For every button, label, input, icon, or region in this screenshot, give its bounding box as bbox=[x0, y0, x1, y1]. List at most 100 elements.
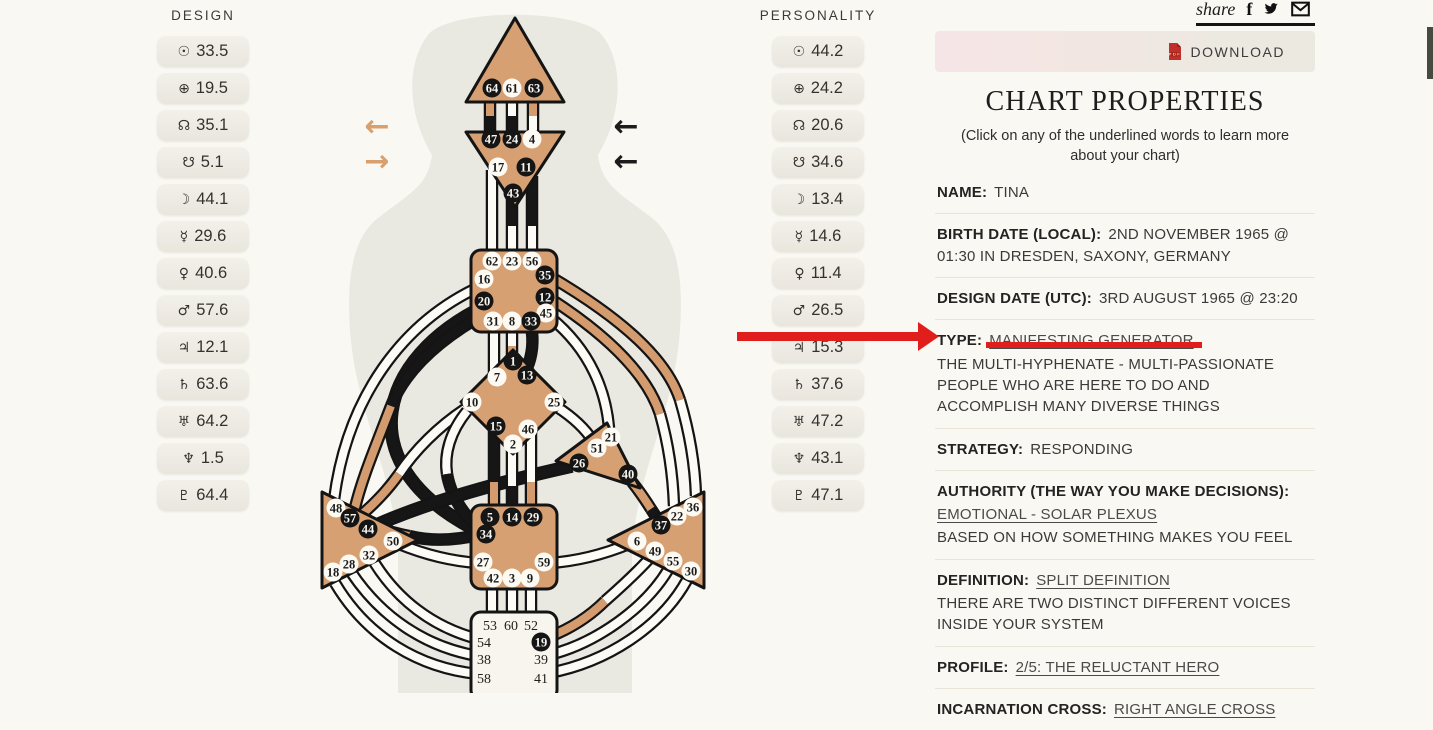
gate-number: 36 bbox=[687, 501, 700, 515]
design-gate-pill-earth[interactable]: ⊕ 19.5 bbox=[157, 73, 249, 104]
gate-circle-open[interactable] bbox=[473, 552, 493, 572]
mercury-icon: ☿ bbox=[794, 228, 804, 245]
gate-circle-open[interactable] bbox=[534, 552, 554, 572]
gate-circle-open[interactable] bbox=[483, 568, 503, 588]
design-gate-pill-mercury[interactable]: ☿ 29.6 bbox=[157, 221, 249, 252]
gate-circle-active[interactable] bbox=[503, 351, 523, 371]
property-link[interactable]: 2/5: THE RELUCTANT HERO bbox=[1015, 658, 1220, 676]
gate-circle-open[interactable] bbox=[518, 419, 538, 439]
jupiter-icon: ♃ bbox=[177, 339, 191, 356]
gate-circle-open[interactable] bbox=[326, 498, 346, 518]
property-link[interactable]: RIGHT ANGLE CROSS bbox=[1113, 700, 1276, 718]
personality-gate-pill-earth[interactable]: ⊕ 24.2 bbox=[772, 73, 864, 104]
design-gate-pill-mars[interactable]: ♂ 57.6 bbox=[157, 295, 249, 326]
gate-circle-open[interactable] bbox=[645, 541, 665, 561]
gate-circle-open[interactable] bbox=[502, 78, 522, 98]
design-gate-pill-south-node[interactable]: ☋ 5.1 bbox=[157, 147, 249, 178]
throat-center[interactable] bbox=[469, 248, 559, 334]
gate-circle-open[interactable] bbox=[544, 392, 564, 412]
design-gate-pill-pluto[interactable]: ♇ 64.4 bbox=[157, 480, 249, 511]
gate-circle-open[interactable] bbox=[502, 568, 522, 588]
gate-circle-open[interactable] bbox=[681, 561, 701, 581]
personality-gate-pill-north-node[interactable]: ☊ 20.6 bbox=[772, 110, 864, 141]
gate-circle-active[interactable] bbox=[618, 464, 638, 484]
gate-circle-active[interactable] bbox=[535, 265, 555, 285]
gate-line-value: 63.6 bbox=[196, 375, 229, 393]
gate-circle-active[interactable] bbox=[531, 632, 551, 652]
gate-circle-open[interactable] bbox=[627, 531, 647, 551]
gate-circle-active[interactable] bbox=[474, 291, 494, 311]
gate-line-value: 11.4 bbox=[810, 264, 842, 282]
gate-circle-open[interactable] bbox=[383, 531, 403, 551]
personality-gate-pill-uranus[interactable]: ♅ 47.2 bbox=[772, 406, 864, 437]
design-gate-pill-sun[interactable]: ☉ 33.5 bbox=[157, 36, 249, 67]
design-gate-pill-saturn[interactable]: ♄ 63.6 bbox=[157, 369, 249, 400]
gate-circle-active[interactable] bbox=[569, 453, 589, 473]
email-icon[interactable] bbox=[1291, 1, 1311, 17]
gate-circle-active[interactable] bbox=[481, 129, 501, 149]
gate-circle-open[interactable] bbox=[520, 568, 540, 588]
gate-circle-active[interactable] bbox=[651, 515, 671, 535]
design-gate-pill-moon[interactable]: ☽ 44.1 bbox=[157, 184, 249, 215]
design-gate-pill-neptune[interactable]: ♆ 1.5 bbox=[157, 443, 249, 474]
design-gate-pill-uranus[interactable]: ♅ 64.2 bbox=[157, 406, 249, 437]
gate-circle-active[interactable] bbox=[358, 519, 378, 539]
personality-gate-pill-mercury[interactable]: ☿ 14.6 bbox=[772, 221, 864, 252]
gate-circle-open[interactable] bbox=[323, 562, 343, 582]
personality-gate-pill-mars[interactable]: ♂ 26.5 bbox=[772, 295, 864, 326]
gate-circle-open[interactable] bbox=[667, 506, 687, 526]
gate-circle-open[interactable] bbox=[522, 129, 542, 149]
personality-gate-pill-neptune[interactable]: ♆ 43.1 bbox=[772, 443, 864, 474]
property-link[interactable]: EMOTIONAL - SOLAR PLEXUS bbox=[937, 506, 1158, 524]
gate-number: 4 bbox=[529, 133, 536, 147]
gate-circle-active[interactable] bbox=[521, 311, 541, 331]
gate-circle-open[interactable] bbox=[601, 427, 621, 447]
gate-circle-open[interactable] bbox=[462, 392, 482, 412]
personality-gate-pill-saturn[interactable]: ♄ 37.6 bbox=[772, 369, 864, 400]
gate-circle-active[interactable] bbox=[502, 129, 522, 149]
gate-circle-open[interactable] bbox=[339, 554, 359, 574]
download-button[interactable]: PDF DOWNLOAD bbox=[935, 31, 1315, 72]
root-center[interactable] bbox=[469, 610, 559, 693]
personality-gate-pill-south-node[interactable]: ☋ 34.6 bbox=[772, 147, 864, 178]
gate-circle-open[interactable] bbox=[359, 545, 379, 565]
gate-circle-open[interactable] bbox=[502, 311, 522, 331]
gate-circle-active[interactable] bbox=[503, 183, 523, 203]
gate-circle-active[interactable] bbox=[523, 507, 543, 527]
gate-circle-open[interactable] bbox=[487, 367, 507, 387]
gate-circle-open[interactable] bbox=[483, 311, 503, 331]
gate-circle-open[interactable] bbox=[503, 434, 523, 454]
gate-circle-open[interactable] bbox=[522, 251, 542, 271]
property-label: PROFILE: bbox=[937, 658, 1009, 676]
gate-circle-open[interactable] bbox=[488, 157, 508, 177]
gate-circle-open[interactable] bbox=[587, 438, 607, 458]
gate-circle-active[interactable] bbox=[517, 365, 537, 385]
gate-number: 11 bbox=[520, 161, 532, 175]
personality-gate-pill-venus[interactable]: ♀ 11.4 bbox=[772, 258, 864, 289]
design-gate-pill-north-node[interactable]: ☊ 35.1 bbox=[157, 110, 249, 141]
twitter-icon[interactable] bbox=[1263, 1, 1280, 18]
gate-circle-active[interactable] bbox=[476, 524, 496, 544]
gate-circle-active[interactable] bbox=[516, 157, 536, 177]
design-gate-pill-jupiter[interactable]: ♃ 12.1 bbox=[157, 332, 249, 363]
gate-circle-active[interactable] bbox=[524, 78, 544, 98]
gate-circle-active[interactable] bbox=[480, 507, 500, 527]
gate-circle-open[interactable] bbox=[663, 551, 683, 571]
personality-gate-pill-moon[interactable]: ☽ 13.4 bbox=[772, 184, 864, 215]
gate-circle-open[interactable] bbox=[502, 251, 522, 271]
gate-circle-active[interactable] bbox=[340, 508, 360, 528]
gate-circle-active[interactable] bbox=[486, 416, 506, 436]
gate-circle-active[interactable] bbox=[502, 507, 522, 527]
gate-circle-open[interactable] bbox=[683, 497, 703, 517]
personality-gate-pill-sun[interactable]: ☉ 44.2 bbox=[772, 36, 864, 67]
design-gate-pill-venus[interactable]: ♀ 40.6 bbox=[157, 258, 249, 289]
facebook-icon[interactable]: f bbox=[1246, 0, 1253, 19]
gate-circle-open[interactable] bbox=[536, 303, 556, 323]
gate-circle-active[interactable] bbox=[535, 287, 555, 307]
gate-circle-active[interactable] bbox=[482, 78, 502, 98]
property-link[interactable]: SPLIT DEFINITION bbox=[1036, 571, 1170, 589]
gate-circle-open[interactable] bbox=[482, 251, 502, 271]
personality-gate-pill-pluto[interactable]: ♇ 47.1 bbox=[772, 480, 864, 511]
gate-circle-open[interactable] bbox=[474, 269, 494, 289]
pluto-icon: ♇ bbox=[792, 487, 806, 504]
